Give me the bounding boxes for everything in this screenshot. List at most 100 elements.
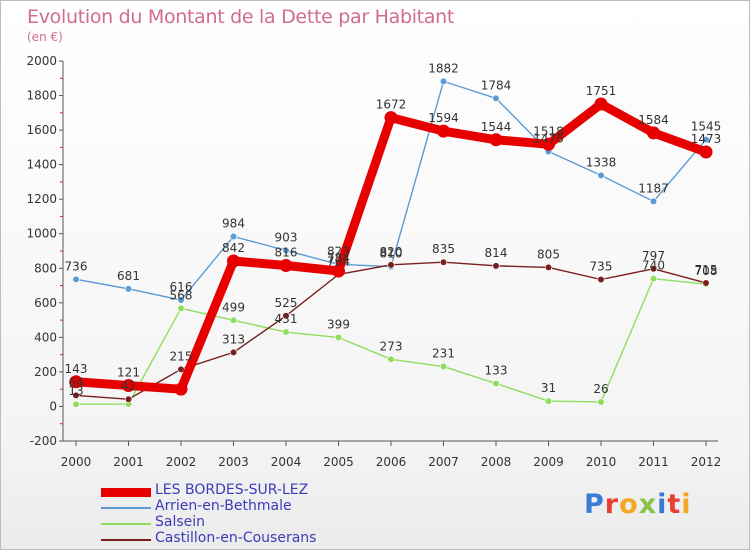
data-point [594,97,608,111]
data-label: 816 [275,246,298,260]
x-tick-label: 2008 [481,455,512,469]
data-point [489,133,503,147]
data-label: 1518 [533,124,564,138]
data-label: 64 [68,375,83,389]
data-point [229,348,238,356]
x-tick-label: 2001 [113,455,144,469]
data-label: 26 [593,382,608,396]
data-label: 1545 [691,120,722,134]
labels-layer: 736 681 616 984 903 823 810 1882 1784 1476 1338 118… [65,61,722,398]
data-label: 842 [222,241,245,255]
data-point [387,261,395,269]
data-label: 1784 [481,78,512,92]
data-point [229,232,238,241]
data-point [282,312,290,320]
x-tick-label: 2007 [428,455,459,469]
data-label: 1672 [376,98,407,112]
data-label: 568 [170,288,193,302]
data-label: 499 [222,300,245,314]
data-point [279,259,293,273]
data-label: 1338 [586,155,617,169]
data-point [597,171,605,179]
data-point [439,77,448,85]
y-tick-label: 400 [34,330,57,344]
data-point [649,197,658,206]
data-label: 764 [327,254,350,268]
data-label: 1544 [481,120,512,134]
legend-swatch [101,507,151,509]
data-point [229,316,238,324]
x-tick-label: 2009 [533,455,564,469]
data-point [544,397,553,405]
data-label: 143 [65,362,88,376]
data-label: 1476 [533,132,564,146]
data-point [597,275,605,284]
data-point [492,379,500,388]
data-point [387,355,395,363]
y-tick-label: 800 [34,261,57,275]
data-point [124,285,133,293]
data-label: 42 [121,379,136,393]
data-label: 121 [117,366,140,380]
data-label: 616 [170,280,193,294]
data-point [437,124,450,138]
x-tick-label: 2011 [638,455,669,469]
y-tick-label: 1800 [26,89,57,103]
data-label: 823 [327,244,350,258]
y-tick-label: 2000 [26,54,57,68]
x-tick-label: 2004 [271,455,302,469]
data-label: 784 [327,251,350,265]
data-point [177,296,185,304]
data-point [282,246,290,255]
legend-swatch [101,487,151,497]
data-label: 797 [642,249,665,263]
data-label: 31 [541,381,556,395]
data-label: 814 [485,246,508,260]
x-tick-label: 2000 [61,455,92,469]
data-label: 820 [380,245,403,259]
legend-swatch [101,539,151,541]
data-point [72,391,80,400]
x-tick-label: 2006 [376,455,407,469]
data-label: 1882 [428,61,459,75]
y-tick-label: 0 [49,399,57,413]
data-label: 525 [275,296,298,310]
data-point [332,264,345,278]
y-tick-label: -200 [30,434,57,448]
y-tick-label: 1400 [26,158,57,172]
data-label: 984 [222,216,245,230]
y-tick-label: 1600 [26,123,57,137]
data-label: 273 [380,339,403,353]
data-point [177,304,185,312]
proxiti-logo: Proxiti [584,489,692,520]
axes: -200 0 200 400 600 800 1000 1200 1400 1600 1800 200… [26,54,721,469]
data-label: 1751 [586,84,617,98]
data-label: 903 [275,230,298,244]
data-label: 431 [275,312,298,326]
data-point [544,263,553,272]
data-label: 708 [695,264,718,278]
data-label: 133 [485,363,508,377]
data-point [649,265,658,273]
data-label: 740 [642,259,665,273]
data-point [124,395,133,403]
data-label: 810 [380,247,403,261]
data-point [384,111,398,125]
x-tick-label: 2002 [166,455,197,469]
data-point [699,145,713,159]
legend-label: LES BORDES-SUR-LEZ [155,482,309,498]
data-label: 13 [68,384,83,398]
data-point [542,137,555,151]
data-point [597,398,605,406]
data-point [702,279,710,287]
data-label: 231 [432,347,455,361]
data-point [72,400,80,408]
data-point [69,375,83,389]
legend-label: Arrien-en-Bethmale [155,498,292,514]
data-label: 1187 [638,181,669,195]
data-label: 1473 [691,132,722,146]
data-label: 1594 [428,111,459,125]
data-label: 681 [117,269,140,283]
